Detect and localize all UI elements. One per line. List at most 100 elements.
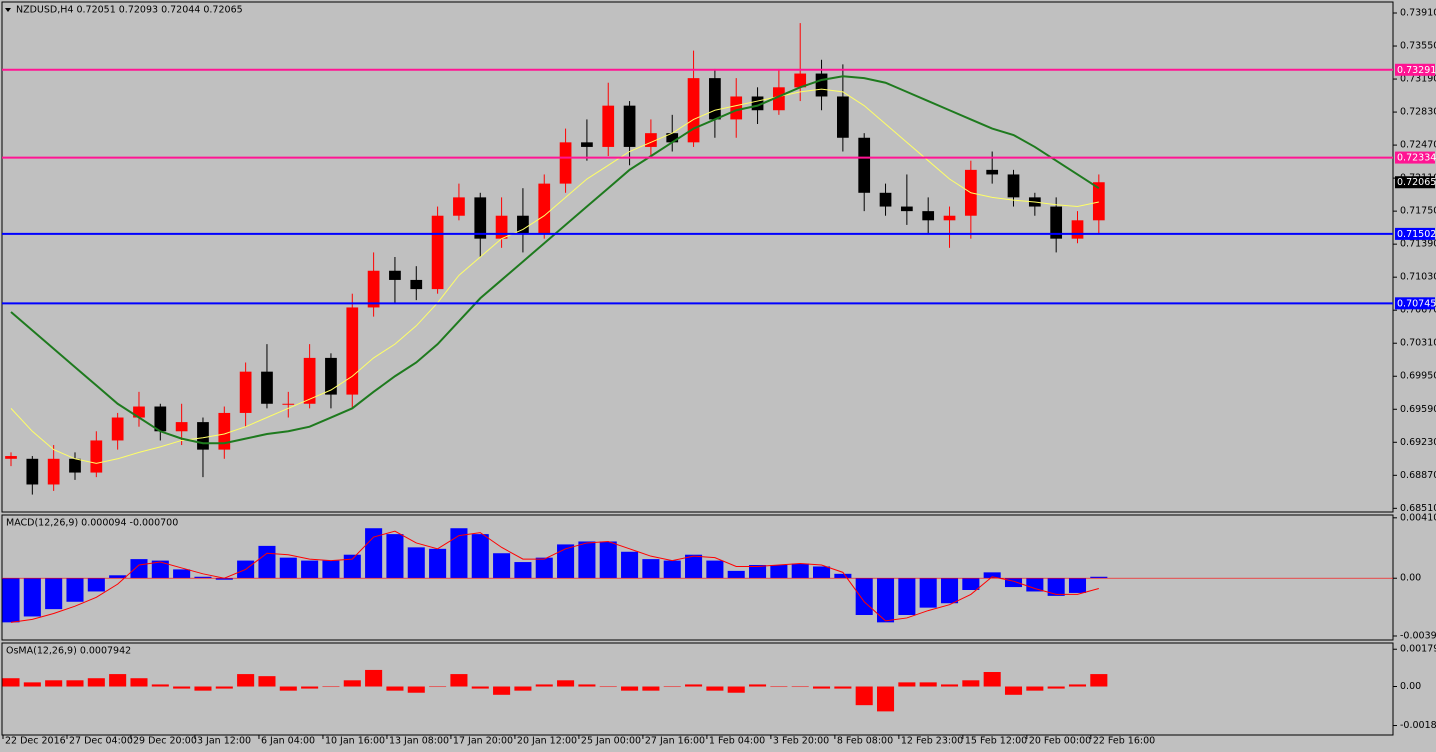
candle-body: [730, 96, 743, 120]
x-tick-label: 12 Feb 23:00: [901, 736, 963, 747]
candle-body: [986, 169, 999, 175]
x-tick-label: 10 Jan 16:00: [325, 736, 385, 747]
osma-bar: [343, 680, 361, 687]
osma-bar: [813, 686, 831, 689]
osma-bar: [151, 684, 169, 687]
y-tick-label: 0.00: [1400, 681, 1421, 692]
macd-bar: [876, 578, 895, 623]
osma-bar: [301, 686, 319, 689]
osma-bar: [770, 686, 788, 688]
candle-body: [175, 422, 188, 432]
macd-bar: [599, 541, 617, 579]
moving-average: [10, 88, 1099, 464]
candle-body: [5, 456, 17, 459]
macd-frame: [1, 514, 1394, 641]
osma-bar: [215, 686, 233, 689]
candle-body: [303, 357, 316, 404]
candle-body: [346, 307, 359, 395]
x-tick-label: 1 Feb 04:00: [709, 736, 765, 747]
x-tick-label: 22 Dec 2016: [5, 736, 66, 747]
y-tick-label: 0.00: [1400, 573, 1421, 584]
osma-bar: [855, 686, 873, 706]
macd-bar: [855, 578, 873, 615]
macd-bar: [578, 541, 596, 579]
macd-bar: [23, 578, 41, 617]
candle-body: [453, 197, 465, 216]
level-label: 0.71502: [1397, 229, 1436, 240]
osma-bar: [535, 684, 553, 687]
macd-bar: [813, 566, 831, 579]
candle-body: [325, 357, 337, 395]
osma-bar: [386, 686, 404, 691]
level-label: 0.72334: [1397, 153, 1436, 164]
osma-bar: [1068, 684, 1087, 687]
macd-bar: [109, 575, 127, 579]
x-tick-label: 3 Jan 12:00: [197, 736, 251, 747]
y-tick-label: 0.72830: [1400, 107, 1436, 118]
macd-bar: [450, 528, 468, 579]
level-tag: [1395, 297, 1435, 310]
osma-bar: [45, 680, 63, 687]
macd-bar: [1004, 578, 1023, 588]
macd-bar: [940, 578, 959, 604]
candle-body: [773, 87, 785, 111]
macd-bar: [962, 578, 980, 590]
x-tick-label: 6 Jan 04:00: [261, 736, 315, 747]
osma-bar: [749, 684, 767, 687]
macd-bar: [749, 565, 767, 579]
x-tick-label: 29 Dec 20:00: [133, 736, 197, 747]
candle-body: [133, 406, 145, 418]
x-tick-label: 27 Jan 16:00: [645, 736, 705, 747]
x-tick-label: 3 Feb 20:00: [773, 736, 829, 747]
osma-bar: [685, 684, 703, 687]
macd-bar: [727, 570, 745, 579]
candle-body: [581, 142, 593, 147]
macd-bar: [1047, 578, 1065, 596]
candle-body: [709, 78, 721, 120]
candle-body: [943, 215, 956, 221]
osma-bar: [663, 686, 681, 688]
level-tag: [1395, 227, 1435, 240]
candle-body: [1007, 174, 1020, 198]
candle-body: [837, 96, 849, 138]
osma-bar: [194, 686, 212, 691]
candle-body: [495, 215, 508, 239]
candle-body: [410, 279, 423, 290]
osma-bar: [258, 676, 276, 687]
y-tick-label: 0.71030: [1400, 272, 1436, 283]
macd-bar: [1026, 578, 1044, 592]
candle-body: [623, 105, 636, 147]
candle-body: [261, 371, 273, 404]
y-tick-label: 0.68870: [1400, 470, 1436, 481]
y-tick-label: 0.72470: [1400, 140, 1436, 151]
osma-bar: [621, 686, 639, 691]
x-tick-label: 8 Feb 08:00: [837, 736, 893, 747]
osma-bar: [578, 684, 596, 687]
osma-bar: [1004, 686, 1023, 695]
candle-body: [90, 440, 103, 473]
panel-title: MACD(12,26,9) 0.000094 -0.000700: [6, 518, 178, 529]
candle-body: [389, 270, 401, 280]
level-tag: [1395, 151, 1435, 164]
macd-bar: [429, 548, 447, 579]
macd-bar: [258, 545, 276, 579]
osma-bar: [834, 686, 852, 689]
x-tick-label: 20 Jan 12:00: [517, 736, 577, 747]
macd-bar: [663, 560, 681, 579]
y-tick-label: 0.71390: [1400, 239, 1436, 250]
x-tick-label: 25 Jan 00:00: [581, 736, 641, 747]
menu-arrow: [5, 8, 11, 12]
x-tick-label: 15 Feb 12:00: [965, 736, 1027, 747]
osma-bar: [87, 678, 105, 687]
candle-body: [602, 105, 615, 147]
candle-body: [645, 133, 657, 147]
y-tick-label: -0.001883: [1400, 720, 1436, 731]
osma-bar: [1090, 674, 1108, 687]
osma-bar: [471, 686, 489, 689]
osma-bar: [876, 686, 895, 712]
osma-bar: [983, 672, 1001, 687]
y-tick-label: 0.73910: [1400, 8, 1436, 19]
candle-body: [197, 422, 209, 450]
osma-bar: [237, 674, 255, 687]
osma-bar: [322, 686, 340, 688]
